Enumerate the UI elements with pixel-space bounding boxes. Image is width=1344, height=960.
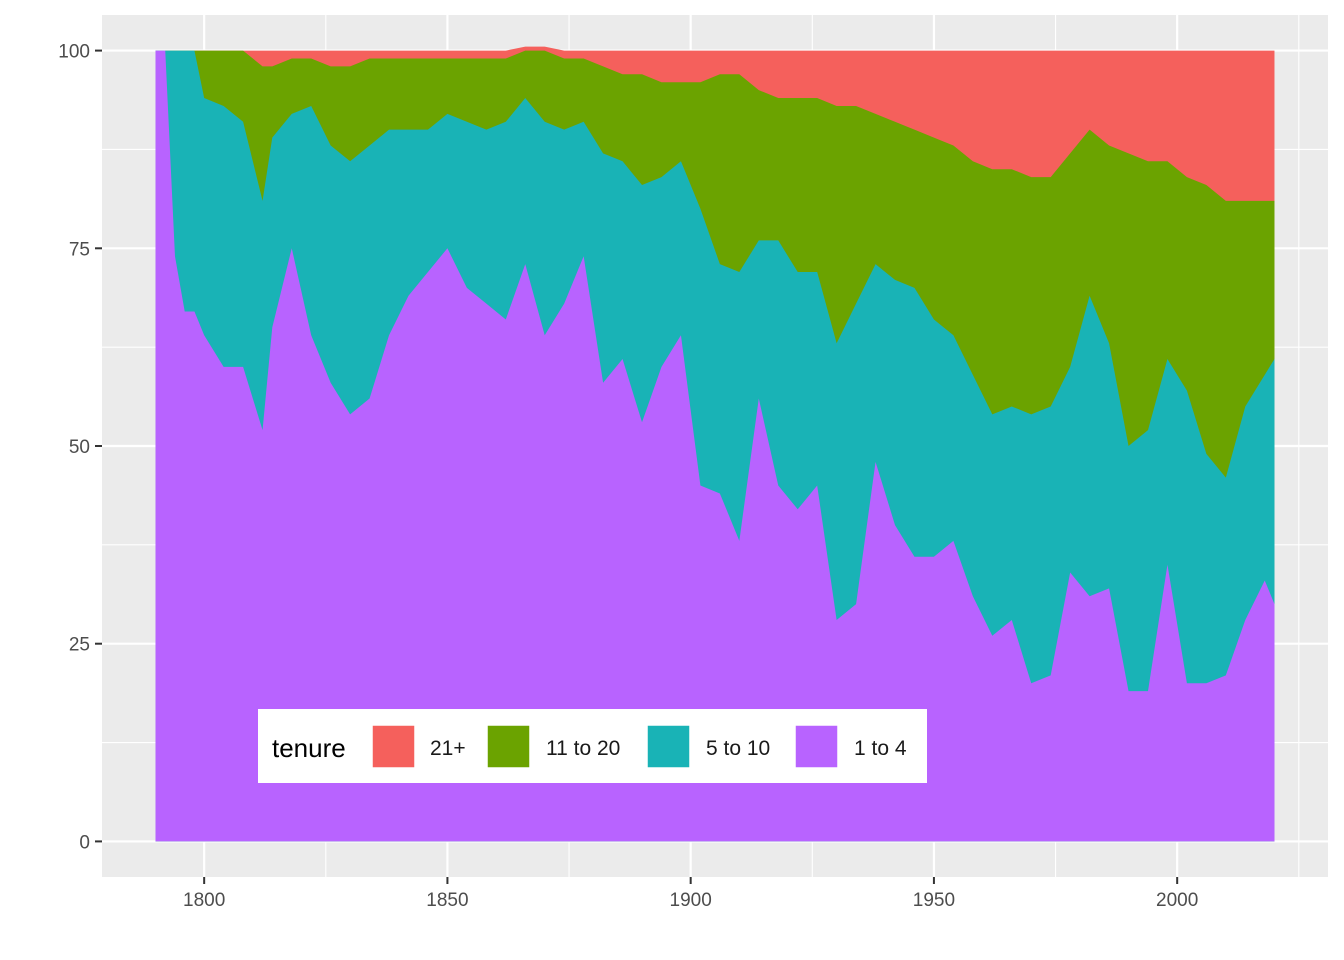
- area-bands: [155, 46, 1275, 842]
- y-tick-label-3: 75: [69, 239, 90, 260]
- legend: tenure 21+ 11 to 20 5 to 10 1 to 4: [258, 709, 927, 783]
- legend-key-5-to-10: [646, 724, 691, 769]
- y-tick-label-4: 100: [58, 42, 90, 63]
- legend-label-5-to-10: 5 to 10: [706, 737, 770, 760]
- x-tick-label-2: 1900: [670, 890, 712, 911]
- legend-label-11-to-20: 11 to 20: [546, 737, 620, 760]
- legend-key-1-to-4: [794, 724, 839, 769]
- x-axis: 1800 1850 1900 1950 2000: [183, 877, 1198, 911]
- area-1-to-4: [155, 50, 1275, 842]
- y-tick-label-1: 25: [69, 635, 90, 656]
- y-tick-label-2: 50: [69, 437, 90, 458]
- legend-label-1-to-4: 1 to 4: [854, 737, 907, 760]
- y-axis: 0 25 50 75 100: [58, 42, 102, 853]
- legend-title: tenure: [272, 733, 346, 763]
- legend-key-11-to-20: [486, 724, 531, 769]
- legend-key-21plus: [371, 724, 416, 769]
- legend-label-21plus: 21+: [430, 737, 466, 760]
- x-tick-label-4: 2000: [1156, 890, 1198, 911]
- y-tick-label-0: 0: [79, 832, 90, 853]
- x-tick-label-3: 1950: [913, 890, 955, 911]
- x-tick-label-0: 1800: [183, 890, 225, 911]
- x-tick-label-1: 1850: [426, 890, 468, 911]
